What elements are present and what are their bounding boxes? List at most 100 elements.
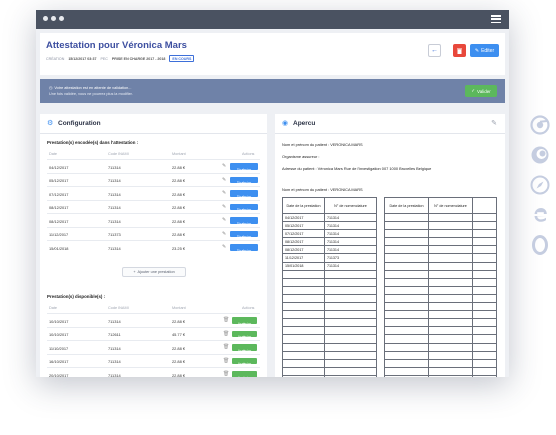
link-icon: ⊕ (242, 335, 247, 339)
pencil-icon[interactable]: ✎ (222, 176, 227, 183)
apercu-row: 15/01/2018 711314 (282, 261, 497, 271)
associate-button[interactable]: ⊕ Associer (232, 317, 257, 326)
apercu-col-code-2: N° de nomenclature (428, 197, 473, 214)
cell-date: 11/10/2017 (49, 345, 69, 351)
cell-amount: 22.88 € (172, 164, 185, 170)
table-row: 11/12/2017 711373 22.88 € ✎ ⊘ Dissocier (47, 226, 260, 241)
dissociate-button[interactable]: ⊘ Dissocier (230, 163, 258, 172)
apercu-cell-date (282, 358, 325, 368)
apercu-cell-code (324, 269, 377, 279)
configuration-title: Configuration (58, 120, 101, 127)
arrow-left-icon: ← (431, 47, 438, 54)
associate-button[interactable]: ⊕ Associer (232, 344, 257, 353)
eye-icon: ◉ (282, 120, 289, 127)
apercu-panel: ◉ Apercu ✎ Nom et prénom du patient : VE… (275, 114, 505, 377)
apercu-cell-date (282, 350, 325, 360)
configuration-header: ⚙ Configuration (40, 114, 267, 134)
col-actions: Actions (242, 152, 255, 156)
apercu-cell-code (324, 326, 377, 336)
trash-icon[interactable]: 🗑 (223, 371, 230, 377)
window-dot[interactable] (43, 16, 48, 21)
dissociate-button[interactable]: ⊘ Dissocier (230, 203, 258, 212)
validation-notice: ◷ Votre attestation est en attente de val… (40, 79, 505, 103)
apercu-cell-date (282, 366, 325, 376)
pencil-icon[interactable]: ✎ (222, 163, 227, 169)
apercu-cell-date (282, 326, 325, 336)
cell-code: 711314 (108, 178, 121, 183)
apercu-cell-code (324, 302, 377, 312)
apercu-row (282, 310, 497, 320)
apercu-cell-date: 05/12/2017 (282, 221, 325, 231)
available-section-title: Prestation(s) disponible(s) : (47, 294, 106, 299)
apercu-cell-code (324, 366, 377, 376)
col-date: Date (49, 306, 58, 310)
hamburger-icon[interactable] (491, 15, 501, 23)
apercu-row: 11/12/2017 711373 (282, 253, 497, 263)
associate-button[interactable]: ⊕ Associer (232, 330, 257, 339)
cell-code: 712611 (108, 332, 121, 337)
apercu-row (282, 366, 497, 376)
dissociate-button[interactable]: ⊘ Dissocier (230, 244, 258, 253)
associate-button[interactable]: ⊕ Associer (232, 371, 257, 377)
cell-amount: 22.88 € (172, 178, 185, 183)
delete-button[interactable] (453, 44, 466, 57)
trash-icon[interactable]: 🗑 (223, 330, 230, 337)
cell-amount: 45.77 € (172, 332, 185, 337)
col-date: Date (49, 152, 58, 156)
pencil-icon[interactable]: ✎ (222, 230, 227, 237)
apercu-row: 08/12/2017 711314 (282, 245, 497, 255)
dissociate-button[interactable]: ⊘ Dissocier (230, 230, 258, 239)
cell-code: 711314 (108, 359, 121, 364)
notice-line1: Votre attestation est en attente de vali… (54, 85, 132, 90)
apercu-col-date-2: Date de la prestation (384, 197, 429, 214)
apercu-row (282, 326, 497, 336)
pencil-icon[interactable]: ✎ (222, 244, 227, 250)
trash-icon[interactable]: 🗑 (223, 357, 230, 364)
cell-date: 05/12/2017 (49, 178, 69, 183)
link-icon: ⊘ (242, 235, 246, 239)
dissociate-button[interactable]: ⊘ Dissocier (230, 217, 258, 226)
cell-date: 11/12/2017 (49, 232, 69, 237)
apercu-cell-code (324, 293, 377, 304)
pencil-icon[interactable]: ✎ (491, 120, 497, 127)
col-amount: Montant (172, 152, 186, 156)
apercu-cell-date (282, 342, 325, 352)
encoded-section-title: Prestation(s) encodée(s) dans l'attestat… (47, 140, 139, 145)
dissociate-button[interactable]: ⊘ Dissocier (230, 190, 258, 199)
add-prestation-button[interactable]: + Ajouter une prestation (122, 267, 186, 277)
pencil-icon[interactable]: ✎ (222, 203, 227, 210)
window-dot[interactable] (51, 16, 56, 21)
edit-button[interactable]: ✎ Editer (470, 44, 499, 57)
gear-icon: ⚙ (47, 120, 54, 127)
apercu-cell-date: 04/12/2017 (282, 212, 325, 223)
apercu-cell-code (324, 374, 377, 377)
trash-icon[interactable]: 🗑 (223, 344, 230, 350)
back-button[interactable]: ← (428, 44, 441, 57)
window-dot[interactable] (59, 16, 64, 21)
apercu-cell-date (282, 302, 325, 312)
clock-icon: ◷ (49, 86, 53, 90)
pencil-icon[interactable]: ✎ (222, 217, 227, 223)
validate-label: Valider (477, 88, 491, 94)
apercu-row (282, 358, 497, 368)
notice-line2: Une fois validée, vous ne pourrez plus l… (49, 92, 133, 96)
window-controls (43, 16, 64, 21)
apercu-cell-code: 711314 (324, 245, 377, 255)
link-icon: ⊕ (242, 321, 247, 326)
cell-code: 711314 (108, 205, 121, 210)
apercu-cell-date (282, 285, 325, 295)
apercu-row: 07/12/2017 711314 (282, 229, 497, 239)
cell-code: 711314 (108, 164, 121, 170)
validate-button[interactable]: ✓ Valider (465, 85, 497, 97)
apercu-cell-code (324, 334, 377, 344)
apercu-col-date: Date de la prestation (282, 197, 325, 214)
apercu-cell-code: 711314 (324, 212, 377, 223)
pencil-icon[interactable]: ✎ (222, 190, 227, 196)
apercu-cell-code: 711314 (324, 229, 377, 239)
associate-button[interactable]: ⊕ Associer (232, 357, 257, 366)
trash-icon[interactable]: 🗑 (223, 317, 230, 323)
dissociate-button[interactable]: ⊘ Dissocier (230, 176, 258, 185)
cell-code: 711314 (108, 218, 121, 224)
insurer-line: Organisme assureur : (282, 154, 320, 159)
apercu-cell-code (324, 277, 377, 287)
